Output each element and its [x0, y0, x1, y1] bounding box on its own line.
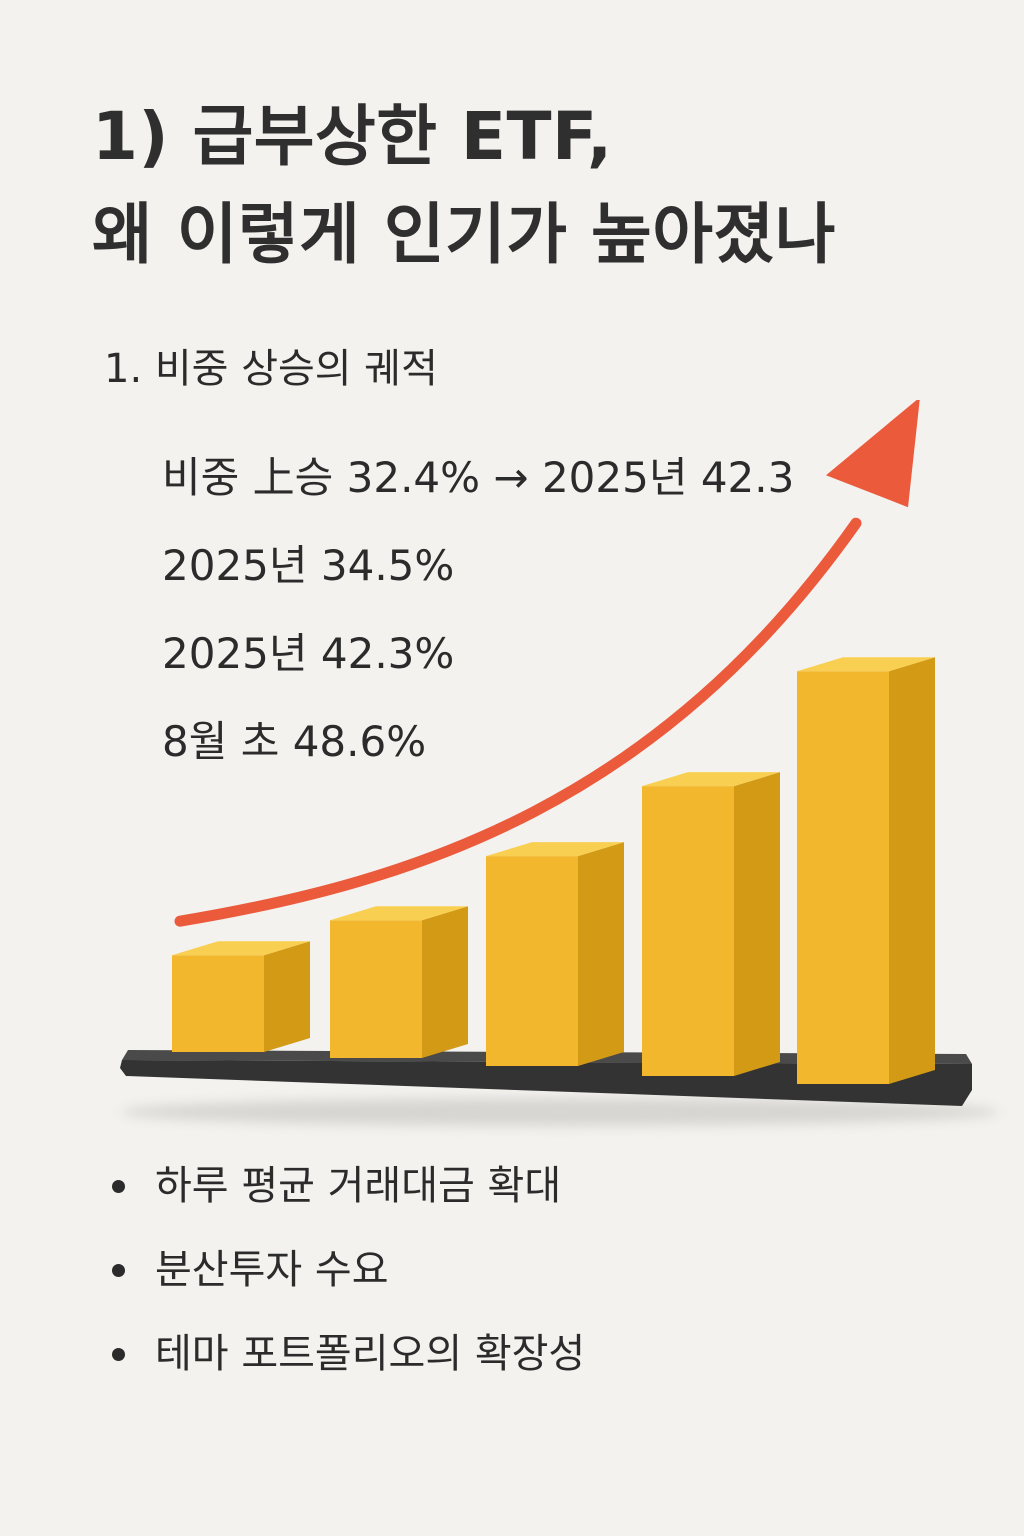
bar-side — [734, 772, 780, 1076]
bar-top — [642, 772, 780, 787]
bullet-item: 하루 평균 거래대금 확대 — [112, 1144, 585, 1228]
page-title: 1) 급부상한 ETF, 왜 이렇게 인기가 높아졌나 — [92, 88, 836, 284]
trend-arrow — [174, 517, 862, 927]
bar-chart — [120, 400, 1000, 1126]
bar-top — [172, 941, 310, 956]
trajectory-point: 비중 上승 32.4% → 2025년 42.3 — [162, 453, 795, 502]
title-line-2: 왜 이렇게 인기가 높아졌나 — [92, 196, 836, 273]
trajectory-point: 8월 초 48.6% — [162, 717, 427, 766]
bullet-item: 테마 포트폴리오의 확장성 — [112, 1312, 585, 1396]
bar-side — [264, 941, 310, 1052]
chart-base-shadow — [120, 1098, 1000, 1126]
bullet-text: 테마 포트폴리오의 확장성 — [155, 1331, 586, 1377]
bar-top — [486, 842, 624, 857]
bar-top — [797, 657, 935, 672]
bar — [642, 786, 734, 1076]
trajectory-point: 2025년 42.3% — [162, 629, 455, 678]
trajectory-points: 비중 上승 32.4% → 2025년 42.3 2025년 34.5% 202… — [162, 434, 922, 786]
trajectory-point: 2025년 34.5% — [162, 541, 455, 590]
bullet-item: 분산투자 수요 — [112, 1228, 585, 1312]
bar — [172, 955, 264, 1052]
bar — [330, 920, 422, 1058]
bullet-list: 하루 평균 거래대금 확대 분산투자 수요 테마 포트폴리오의 확장성 — [112, 1144, 585, 1396]
bar-side — [578, 842, 624, 1066]
section-heading: 1. 비중 상승의 궤적 — [104, 346, 438, 392]
bar-side — [889, 657, 935, 1084]
chart-base — [120, 1060, 972, 1106]
trend-arrow-head — [826, 400, 920, 508]
bullet-dot-icon — [112, 1263, 125, 1277]
bars-group — [172, 657, 935, 1084]
bar-side — [422, 906, 468, 1058]
bullet-text: 하루 평균 거래대금 확대 — [155, 1163, 562, 1209]
bar — [797, 671, 889, 1084]
bullet-text: 분산투자 수요 — [155, 1247, 389, 1293]
bullet-dot-icon — [112, 1179, 125, 1193]
title-line-1: 1) 급부상한 ETF, — [92, 98, 613, 175]
bar-top — [330, 906, 468, 921]
bullet-dot-icon — [112, 1347, 125, 1361]
bar — [486, 856, 578, 1066]
